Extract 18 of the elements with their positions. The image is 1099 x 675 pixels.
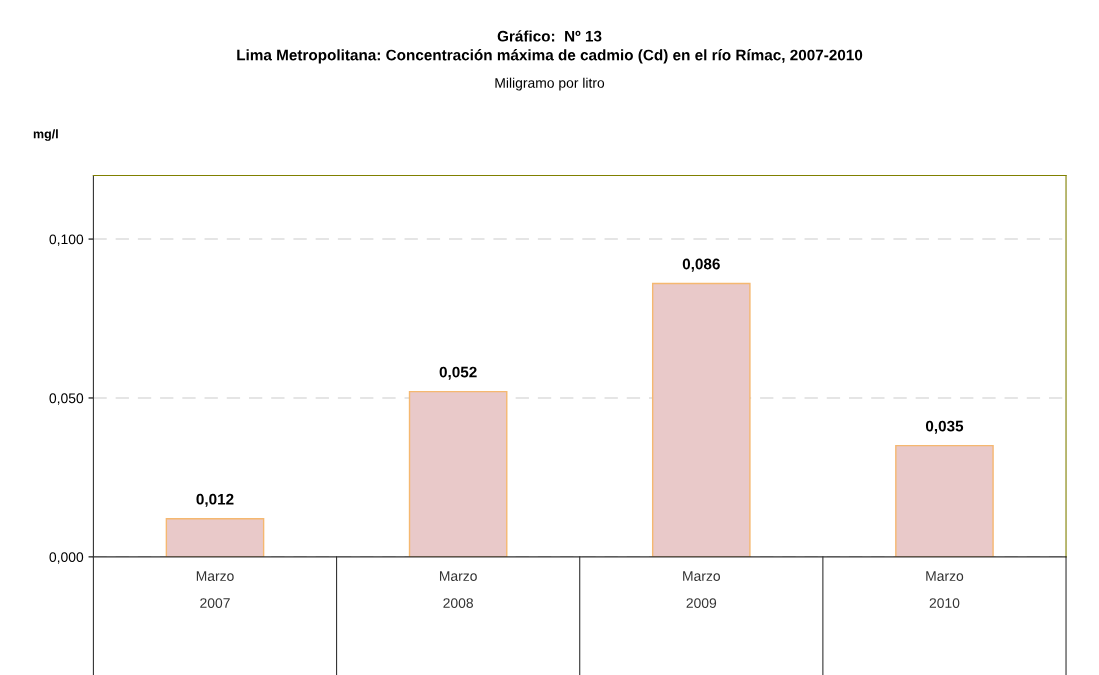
data-label: 0,035 bbox=[925, 420, 964, 434]
data-label: 0,012 bbox=[196, 493, 234, 507]
bar bbox=[651, 282, 751, 557]
y-tick-label: 0,100 bbox=[49, 234, 84, 246]
category-label: Marzo 2009 bbox=[683, 571, 721, 608]
y-axis-title: mg/l bbox=[33, 129, 58, 141]
bar bbox=[165, 518, 265, 557]
category-label: Marzo 2008 bbox=[439, 571, 477, 608]
data-label: 0,052 bbox=[439, 366, 477, 380]
data-label: 0,086 bbox=[682, 258, 720, 272]
y-tick-label: 0,050 bbox=[49, 393, 84, 405]
chart-title: Gráfico: Nº 13 Lima Metropolitana: Concentración máxima de cadmio (Cd) en el río Rímac, 2007-2010 bbox=[237, 30, 863, 64]
bar bbox=[895, 444, 994, 557]
y-tick-label: 0,000 bbox=[49, 552, 84, 564]
category-label: Marzo 2010 bbox=[926, 571, 964, 608]
bar bbox=[408, 390, 508, 557]
category-label: Marzo 2007 bbox=[196, 571, 234, 608]
chart-subtitle: Miligramo por litro bbox=[495, 77, 605, 91]
